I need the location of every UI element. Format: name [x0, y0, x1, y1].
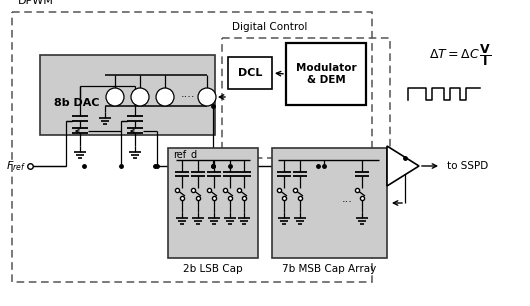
Circle shape: [131, 88, 149, 106]
Text: Modulator
& DEM: Modulator & DEM: [296, 63, 356, 85]
Bar: [168, 148, 258, 258]
Text: 7b MSB Cap Array: 7b MSB Cap Array: [282, 264, 376, 274]
Text: $\Delta T = \Delta C\,\dfrac{\mathbf{V}}{\mathbf{I}}$: $\Delta T = \Delta C\,\dfrac{\mathbf{V}}…: [429, 42, 491, 68]
Text: Digital Control: Digital Control: [232, 22, 307, 32]
Polygon shape: [387, 146, 419, 186]
Circle shape: [106, 88, 124, 106]
Text: DCL: DCL: [238, 68, 262, 78]
Bar: [272, 148, 387, 258]
Bar: [286, 43, 366, 105]
Text: ref_d: ref_d: [173, 149, 197, 160]
Bar: [40, 55, 215, 135]
Bar: [12, 12, 372, 282]
Bar: [228, 57, 272, 89]
Text: 8b DAC: 8b DAC: [54, 98, 100, 108]
Circle shape: [156, 88, 174, 106]
Bar: [222, 38, 390, 158]
Text: 2b LSB Cap: 2b LSB Cap: [183, 264, 243, 274]
Circle shape: [198, 88, 216, 106]
Text: to SSPD: to SSPD: [447, 161, 488, 171]
Text: $\mathit{F}_{ref}$: $\mathit{F}_{ref}$: [6, 159, 26, 173]
Text: ····: ····: [181, 92, 195, 102]
Text: ···: ···: [341, 197, 352, 207]
Text: DPWM: DPWM: [18, 0, 54, 6]
